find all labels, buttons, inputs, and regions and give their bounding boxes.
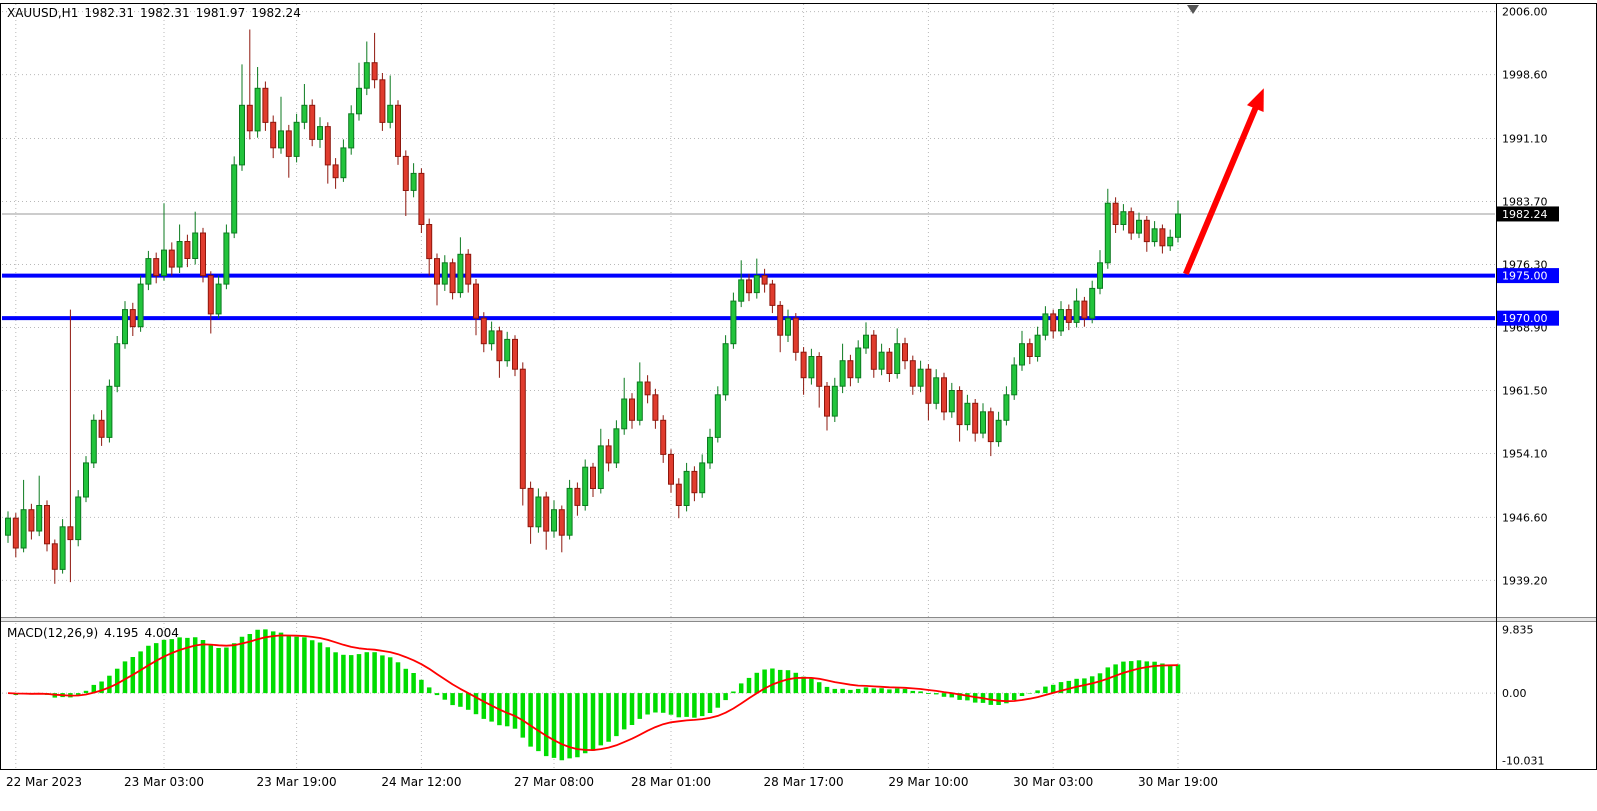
macd-name-label: MACD(12,26,9) [7, 626, 99, 640]
price-axis-label: 1939.20 [1502, 574, 1548, 587]
hline-price-tag-label: 1975.00 [1502, 270, 1548, 283]
price-axis-label: 1954.10 [1502, 448, 1548, 461]
symbol-ohlc-readout: XAUUSD,H1 1982.31 1982.31 1981.97 1982.24 [7, 6, 307, 20]
pane-divider[interactable] [0, 617, 1597, 622]
price-axis-label: 1983.70 [1502, 196, 1548, 209]
time-axis-label: 23 Mar 03:00 [124, 775, 204, 789]
quote-open: 1982.31 [84, 6, 134, 20]
candlestick-series [5, 29, 1181, 584]
macd-signal-line [7, 634, 1179, 751]
symbol-period-label: XAUUSD,H1 [7, 6, 79, 20]
quote-close: 1982.24 [251, 6, 301, 20]
current-price-tag-label: 1982.24 [1502, 208, 1548, 221]
macd-axis-label: 0.00 [1502, 687, 1527, 700]
time-axis-label: 30 Mar 19:00 [1138, 775, 1218, 789]
hline-price-tag-label: 1970.00 [1502, 312, 1548, 325]
time-axis-label: 24 Mar 12:00 [381, 775, 461, 789]
time-axis-label: 28 Mar 17:00 [764, 775, 844, 789]
price-axis-label: 1946.60 [1502, 511, 1548, 524]
time-axis-label: 22 Mar 2023 [6, 775, 82, 789]
price-axis-label: 1998.60 [1502, 69, 1548, 82]
time-axis-label: 27 Mar 08:00 [514, 775, 594, 789]
chart-shift-marker-icon[interactable] [1187, 5, 1199, 14]
hline-price-tag[interactable] [1497, 310, 1559, 326]
quote-low: 1981.97 [195, 6, 246, 20]
time-axis-label: 23 Mar 19:00 [257, 775, 337, 789]
macd-axis-label: 9.835 [1502, 623, 1534, 636]
macd-readout: MACD(12,26,9) 4.195 4.004 [7, 626, 185, 640]
current-price-tag [1497, 206, 1559, 222]
macd-histogram [13, 629, 1181, 761]
trend-arrow[interactable] [1183, 88, 1264, 276]
macd-signal-value: 4.004 [144, 626, 179, 640]
price-axis-label: 1991.10 [1502, 133, 1548, 146]
hline-price-tag[interactable] [1497, 268, 1559, 284]
quote-high: 1982.31 [139, 6, 190, 20]
price-axis-label: 2006.00 [1502, 6, 1548, 19]
time-axis-label: 30 Mar 03:00 [1013, 775, 1093, 789]
price-axis-label: 1961.50 [1502, 385, 1548, 398]
time-axis-label: 29 Mar 10:00 [888, 775, 968, 789]
time-axis-label: 28 Mar 01:00 [631, 775, 711, 789]
macd-main-value: 4.195 [104, 626, 139, 640]
macd-axis-label: -10.031 [1502, 754, 1544, 767]
